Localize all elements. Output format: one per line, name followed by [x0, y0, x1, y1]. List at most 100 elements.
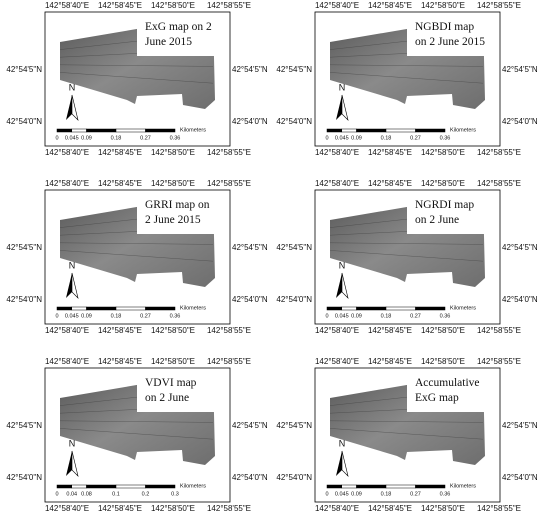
north-label: N: [69, 260, 76, 270]
scale-segment: [326, 306, 342, 311]
scale-label: 0.1: [112, 491, 120, 497]
scale-label: 0: [325, 135, 328, 141]
scale-label: 0.36: [170, 135, 181, 141]
right-coordinate: 42°54'5"N: [502, 421, 538, 430]
left-coordinate: 42°54'5"N: [276, 65, 312, 74]
top-coordinate: 142°58'50"E: [151, 357, 195, 366]
field-row: [59, 242, 214, 245]
scale-label: 0.18: [381, 491, 392, 497]
scale-segment: [56, 306, 72, 311]
scale-label: 0.09: [351, 135, 362, 141]
bottom-coordinate: 142°58'50"E: [151, 326, 195, 335]
scale-unit: Kilometers: [180, 127, 206, 133]
bottom-coordinate: 142°58'40"E: [315, 326, 359, 335]
scale-segment: [115, 306, 146, 311]
scale-label: 0: [325, 313, 328, 319]
top-coordinate: 142°58'55"E: [477, 1, 521, 10]
left-coordinate: 42°54'0"N: [276, 117, 312, 126]
scale-segment: [115, 128, 146, 133]
scale-segment: [86, 128, 117, 133]
map-panel: Accumulative ExG map N 0 0.045 0.09 0.18 0.27 0.…: [276, 357, 537, 513]
map-title: on 2 June: [415, 214, 459, 226]
map-panel: GRRI map on 2 June 2015 N 0 0.045 0.09 0.18 0.2…: [6, 179, 267, 335]
bottom-coordinate: 142°58'40"E: [45, 148, 89, 157]
bottom-coordinate: 142°58'50"E: [421, 504, 465, 513]
scale-label: 0.045: [335, 491, 349, 497]
north-label: N: [69, 82, 76, 92]
north-arrow: [341, 94, 349, 121]
scale-segment: [385, 128, 416, 133]
map-title: on 2 June: [145, 392, 189, 404]
scale-label: 0.045: [65, 313, 79, 319]
scale-label: 0.04: [66, 491, 77, 497]
scale-label: 0.09: [351, 491, 362, 497]
top-coordinate: 142°58'40"E: [45, 179, 89, 188]
scale-label: 0.36: [440, 491, 451, 497]
scale-segment: [145, 484, 176, 489]
north-arrow: [66, 273, 72, 298]
top-coordinate: 142°58'55"E: [207, 1, 251, 10]
field-row: [59, 72, 214, 84]
right-coordinate: 42°54'0"N: [232, 473, 268, 482]
scale-segment: [415, 128, 446, 133]
north-arrow: [71, 450, 79, 477]
scale-segment: [385, 484, 416, 489]
map-panel: NGBDI map on 2 June 2015 N 0 0.045 0.09 0.18 0.…: [276, 1, 537, 157]
left-coordinate: 42°54'5"N: [6, 65, 42, 74]
top-coordinate: 142°58'45"E: [98, 357, 142, 366]
top-coordinate: 142°58'45"E: [98, 179, 142, 188]
right-coordinate: 42°54'0"N: [502, 117, 538, 126]
bottom-coordinate: 142°58'55"E: [207, 504, 251, 513]
north-arrow: [341, 272, 349, 299]
scale-unit: Kilometers: [180, 305, 206, 311]
scale-segment: [145, 128, 176, 133]
top-coordinate: 142°58'40"E: [315, 1, 359, 10]
left-coordinate: 42°54'0"N: [6, 295, 42, 304]
bottom-coordinate: 142°58'55"E: [477, 504, 521, 513]
title-box: [137, 370, 227, 412]
field-row: [329, 72, 484, 84]
north-arrow: [336, 451, 342, 476]
north-arrow: [71, 272, 79, 299]
title-box: [407, 192, 497, 234]
field-row: [329, 64, 484, 67]
scale-segment: [341, 484, 357, 489]
top-coordinate: 142°58'55"E: [477, 179, 521, 188]
top-coordinate: 142°58'45"E: [368, 179, 412, 188]
scale-label: 0.18: [381, 313, 392, 319]
top-coordinate: 142°58'50"E: [421, 1, 465, 10]
scale-segment: [326, 128, 342, 133]
map-title: ExG map on 2: [145, 21, 212, 33]
right-coordinate: 42°54'5"N: [502, 243, 538, 252]
scale-label: 0.18: [111, 135, 122, 141]
north-arrow: [336, 95, 342, 120]
map-title: on 2 June 2015: [415, 36, 485, 48]
scale-label: 0: [55, 135, 58, 141]
scale-segment: [115, 484, 146, 489]
scale-segment: [356, 484, 387, 489]
scale-label: 0.27: [410, 491, 421, 497]
map-title: ExG map: [415, 392, 459, 404]
scale-label: 0.045: [335, 135, 349, 141]
right-coordinate: 42°54'5"N: [232, 421, 268, 430]
top-coordinate: 142°58'40"E: [315, 357, 359, 366]
top-coordinate: 142°58'50"E: [151, 179, 195, 188]
scale-segment: [415, 484, 446, 489]
right-coordinate: 42°54'5"N: [502, 65, 538, 74]
north-label: N: [69, 438, 76, 448]
right-coordinate: 42°54'0"N: [232, 117, 268, 126]
scale-label: 0.27: [140, 313, 151, 319]
field-row: [329, 242, 484, 245]
scale-segment: [341, 306, 357, 311]
north-label: N: [339, 82, 346, 92]
scale-label: 0.36: [440, 135, 451, 141]
bottom-coordinate: 142°58'40"E: [315, 504, 359, 513]
scale-label: 0.18: [111, 313, 122, 319]
bottom-coordinate: 142°58'50"E: [151, 148, 195, 157]
top-coordinate: 142°58'55"E: [207, 179, 251, 188]
bottom-coordinate: 142°58'45"E: [368, 504, 412, 513]
north-arrow: [336, 273, 342, 298]
scale-label: 0.09: [351, 313, 362, 319]
scale-label: 0.045: [335, 313, 349, 319]
scale-segment: [356, 306, 387, 311]
